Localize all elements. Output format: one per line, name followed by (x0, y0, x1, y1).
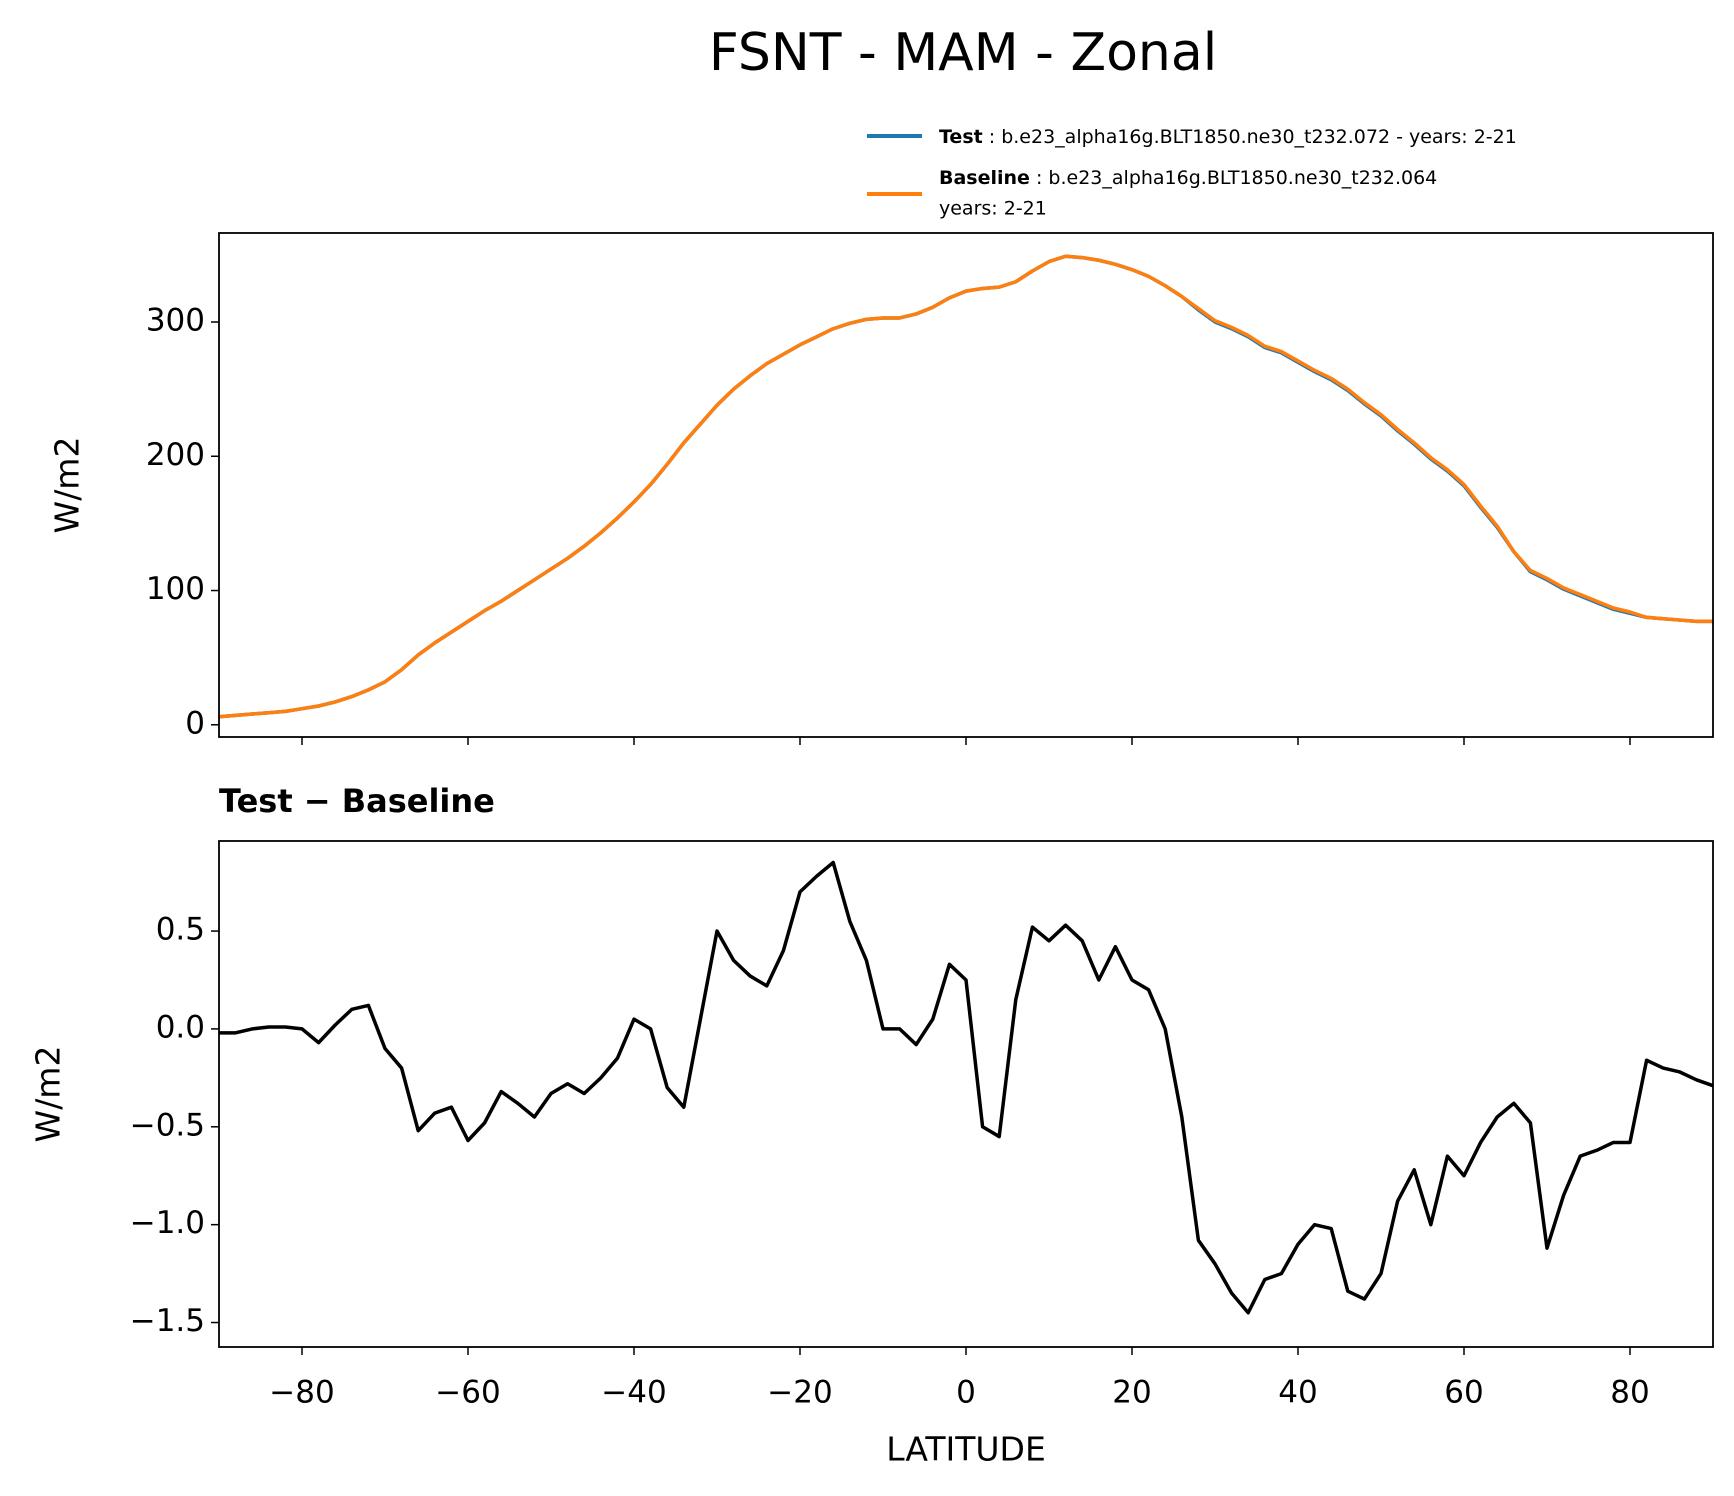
plot-frame (218, 840, 1714, 1348)
x-tick-label: −80 (269, 1375, 334, 1411)
legend-entry: Baseline : b.e23_alpha16g.BLT1850.ne30_t… (939, 167, 1437, 189)
series-line (218, 254, 1713, 719)
legend-description: : b.e23_alpha16g.BLT1850.ne30_t232.064 (1036, 167, 1437, 189)
y-tick-label: −1.5 (130, 1303, 205, 1339)
y-tick-label: 300 (146, 303, 205, 339)
x-tick-label: 40 (1278, 1375, 1317, 1411)
x-tick-label: 0 (956, 1375, 976, 1411)
legend-name: Baseline (939, 167, 1030, 189)
y-tick-label: 200 (146, 437, 205, 473)
x-tick-label: −40 (601, 1375, 666, 1411)
x-tick-label: 80 (1610, 1375, 1649, 1411)
x-tick-label: −60 (435, 1375, 500, 1411)
y-axis-label: W/m2 (29, 1046, 68, 1143)
legend-description: : b.e23_alpha16g.BLT1850.ne30_t232.072 -… (989, 126, 1517, 148)
series-line (219, 860, 1714, 1315)
subplot-title: Test − Baseline (219, 782, 495, 820)
series-line (218, 254, 1713, 719)
legend-description: years: 2-21 (939, 198, 1047, 220)
x-tick-label: 20 (1112, 1375, 1151, 1411)
y-tick-label: 100 (146, 571, 205, 607)
figure-title: FSNT - MAM - Zonal (709, 23, 1217, 83)
legend-name: Test (939, 126, 983, 148)
y-tick-label: −1.0 (130, 1205, 205, 1241)
y-tick-label: −0.5 (130, 1107, 205, 1143)
legend-entry: Test : b.e23_alpha16g.BLT1850.ne30_t232.… (939, 126, 1517, 148)
y-tick-label: 0.5 (156, 912, 205, 948)
y-tick-label: 0.0 (156, 1009, 205, 1045)
plot-frame (218, 232, 1714, 738)
x-tick-label: −20 (767, 1375, 832, 1411)
x-axis-label: LATITUDE (886, 1430, 1046, 1469)
y-tick-label: 0 (185, 705, 205, 741)
x-tick-label: 60 (1444, 1375, 1483, 1411)
y-axis-label: W/m2 (48, 437, 87, 534)
